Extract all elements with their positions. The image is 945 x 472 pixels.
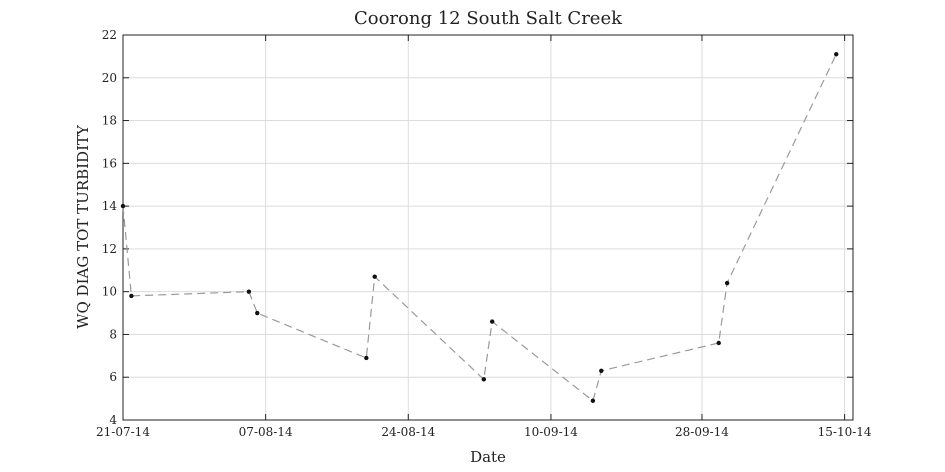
y-tick-label: 8	[109, 327, 117, 341]
y-tick-label: 10	[102, 285, 117, 299]
data-point	[120, 203, 126, 209]
x-tick-label: 28-09-14	[675, 425, 729, 439]
y-tick-label: 20	[102, 71, 117, 85]
data-point	[129, 293, 134, 299]
y-tick-label: 4	[109, 413, 117, 427]
x-tick-label: 24-08-14	[381, 425, 435, 439]
y-tick-label: 6	[109, 370, 117, 384]
data-point	[724, 280, 730, 286]
data-point	[481, 377, 487, 382]
grid-layer	[122, 34, 853, 421]
x-axis-label: Date	[470, 448, 506, 466]
label-layer: 4 6 8 10 12 14 16 18 20 22 21-07-14 07-08-14 24-08-1…	[96, 28, 872, 439]
x-tick-label: 21-07-14	[96, 425, 150, 439]
series-line	[122, 54, 837, 402]
data-point	[255, 310, 260, 316]
y-tick-label: 22	[102, 28, 117, 42]
plot-frame	[122, 34, 854, 421]
data-point	[372, 274, 377, 279]
data-point	[364, 355, 369, 361]
y-tick-label: 18	[102, 114, 117, 128]
x-tick-label: 10-09-14	[524, 425, 578, 439]
data-point	[246, 289, 252, 294]
x-tick-label: 07-08-14	[239, 425, 293, 439]
tick-layer	[122, 34, 853, 421]
series-layer	[120, 52, 839, 403]
data-point	[489, 319, 495, 324]
data-point	[834, 52, 839, 57]
chart-title: Coorong 12 South Salt Creek	[354, 8, 623, 29]
y-axis-label: WQ DIAG TOT TURBIDITY	[74, 124, 92, 329]
data-point	[590, 398, 596, 403]
y-tick-label: 16	[102, 156, 117, 170]
data-point	[716, 340, 721, 346]
x-tick-label: 15-10-14	[818, 425, 872, 439]
y-tick-label: 14	[102, 199, 118, 213]
data-point	[599, 368, 604, 374]
y-tick-label: 12	[102, 242, 117, 256]
